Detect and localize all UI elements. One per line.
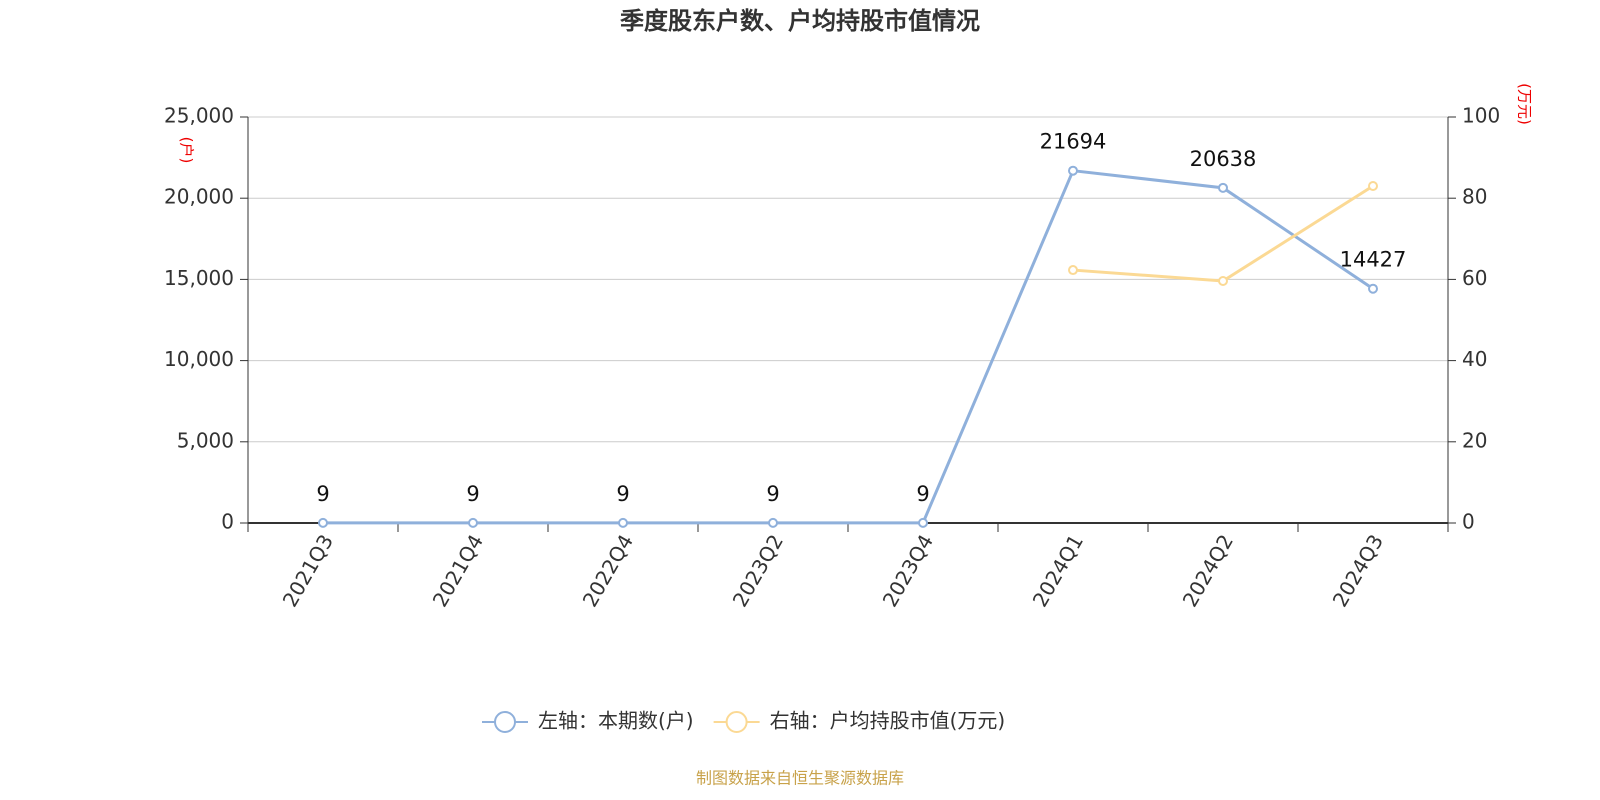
x-tick-label: 2023Q2 — [728, 530, 788, 611]
y2-tick-label: 40 — [1462, 347, 1487, 371]
x-tick-label: 2021Q3 — [278, 530, 338, 611]
point — [1068, 265, 1078, 276]
value-label: 9 — [466, 482, 479, 506]
y-tick-label: 0 — [221, 510, 234, 534]
x-tick-label: 2024Q3 — [1328, 530, 1388, 611]
series-line — [1072, 184, 1374, 283]
y-tick-label: 5,000 — [177, 428, 234, 452]
legend-label[interactable]: 右轴：户均持股市值(万元) — [770, 709, 1006, 733]
y2-tick-label: 80 — [1462, 185, 1487, 209]
point — [1368, 283, 1378, 294]
legend-icon[interactable] — [725, 711, 748, 733]
series-line — [323, 169, 1374, 525]
point — [1368, 181, 1378, 192]
point — [1218, 182, 1228, 193]
value-label: 9 — [766, 482, 779, 506]
y2-tick-label: 100 — [1462, 104, 1500, 128]
point — [318, 517, 328, 528]
y-tick-label: 15,000 — [164, 266, 234, 290]
value-label: 21694 — [1040, 130, 1107, 154]
value-label: 9 — [916, 482, 929, 506]
value-label: 14427 — [1340, 248, 1407, 272]
y2-tick-label: 20 — [1462, 428, 1487, 452]
point — [1218, 276, 1228, 287]
y-tick-label: 25,000 — [164, 104, 234, 128]
value-label: 9 — [316, 482, 329, 506]
value-label: 20638 — [1190, 147, 1257, 171]
y-tick-label: 20,000 — [164, 185, 234, 209]
x-tick-label: 2022Q4 — [578, 530, 638, 611]
chart-title: 季度股东户数、户均持股市值情况 — [620, 7, 980, 35]
x-tick-label: 2024Q2 — [1178, 530, 1238, 611]
legend-label[interactable]: 左轴：本期数(户) — [538, 709, 694, 733]
footer: 制图数据来自恒生聚源数据库 — [696, 769, 904, 788]
point — [1068, 165, 1078, 176]
point — [468, 517, 478, 528]
point — [918, 517, 928, 528]
y2-tick-label: 60 — [1462, 266, 1487, 290]
x-tick-label: 2021Q4 — [428, 530, 488, 611]
point — [618, 517, 628, 528]
x-tick-label: 2024Q1 — [1028, 530, 1088, 611]
y2-tick-label: 0 — [1462, 510, 1475, 534]
y-tick-label: 10,000 — [164, 347, 234, 371]
x-tick-label: 2023Q4 — [878, 530, 938, 611]
legend-icon[interactable] — [494, 711, 516, 733]
y-axis-title: (户) — [178, 137, 196, 164]
value-label: 9 — [616, 482, 629, 506]
y2-axis-title: (万元) — [1516, 83, 1534, 125]
point — [768, 517, 778, 528]
